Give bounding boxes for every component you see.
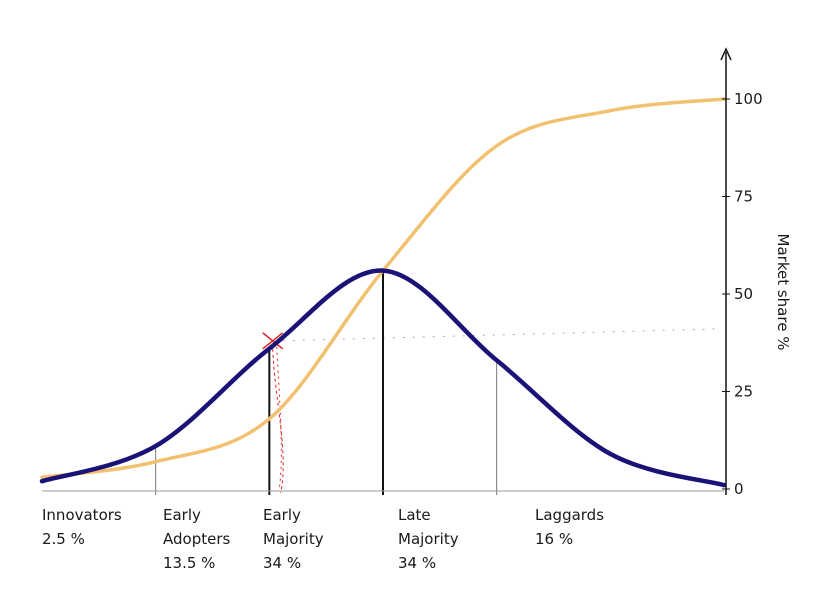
segment-share: 16 % [535,530,573,548]
segment-label-group: Late Majority 34 % [398,506,459,572]
segment-share: 34 % [398,554,436,572]
y-tick-label: 75 [734,188,753,206]
curves [39,97,727,488]
annotation-x-mark [262,332,284,350]
annotation-layer [262,328,723,494]
segment-share: 34 % [263,554,301,572]
segment-name: Laggards [535,506,604,524]
y-axis-title: Market share % [774,234,792,351]
segment-name: Early [163,506,201,524]
segment-label-group: Early Majority 34 % [263,506,324,572]
segment-share: 13.5 % [163,554,215,572]
segment-name: Late [398,506,431,524]
segment-share: 2.5 % [42,530,85,548]
annotation-dashed-vertical [272,348,284,494]
segment-boundaries [155,270,498,495]
y-tick-label: 25 [734,383,753,401]
y-axis: 0 25 50 75 100 Market share % [42,47,792,498]
y-tick-label: 0 [734,480,744,498]
segment-name: Early [263,506,301,524]
y-axis-arrow-icon [720,47,732,61]
adoption-bell-curve-line [39,268,727,488]
segment-labels: Innovators 2.5 % Early Adopters 13.5 % Early M… [42,506,604,572]
segment-label-group: Early Adopters 13.5 % [163,506,230,572]
segment-label-group: Innovators 2.5 % [42,506,122,548]
segment-name: Innovators [42,506,122,524]
segment-name-line2: Majority [263,530,324,548]
segment-name-line2: Majority [398,530,459,548]
annotation-dashed-vertical [276,346,282,492]
y-tick-label: 100 [734,90,763,108]
annotation-dotted-horizontal [282,328,723,342]
segment-label-group: Laggards 16 % [535,506,604,548]
segment-name-line2: Adopters [163,530,230,548]
y-tick-label: 50 [734,285,753,303]
